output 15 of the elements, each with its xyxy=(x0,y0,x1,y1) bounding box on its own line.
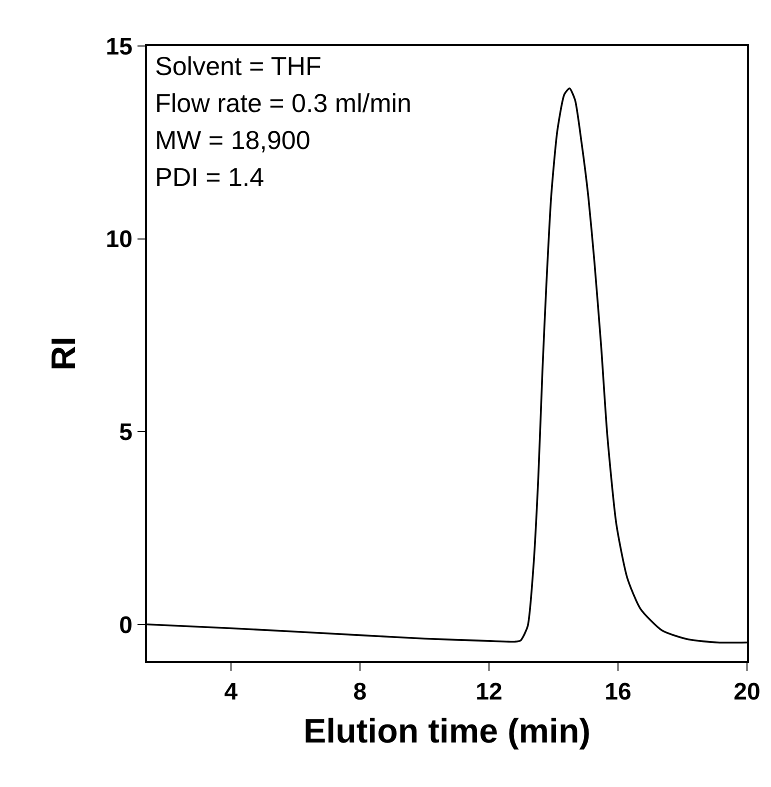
y-tick-label: 15 xyxy=(106,33,132,60)
annotation: Solvent = THF xyxy=(155,51,322,81)
x-tick-label: 12 xyxy=(476,678,502,706)
x-axis-title: Elution time (min) xyxy=(303,712,591,750)
annotation: Flow rate = 0.3 ml/min xyxy=(155,88,412,118)
y-tick-label: 0 xyxy=(119,612,132,639)
y-tick-label: 10 xyxy=(106,226,132,254)
annotation: PDI = 1.4 xyxy=(155,162,264,192)
y-axis-title: RI xyxy=(44,336,83,370)
y-tick-label: 5 xyxy=(119,418,132,446)
x-tick-label: 8 xyxy=(353,678,367,706)
annotation: MW = 18,900 xyxy=(155,125,310,155)
x-tick-label: 20 xyxy=(734,678,760,706)
x-tick-label: 16 xyxy=(604,678,632,706)
x-tick-label: 4 xyxy=(224,678,238,706)
